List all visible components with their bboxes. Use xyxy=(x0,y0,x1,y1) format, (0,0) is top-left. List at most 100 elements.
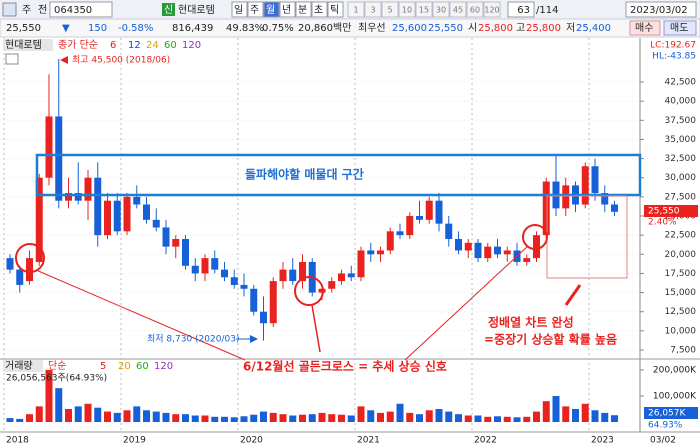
candle-body xyxy=(299,261,306,282)
candle-body xyxy=(377,250,384,255)
volume-bar xyxy=(484,416,492,422)
volume-bar xyxy=(26,414,33,422)
legend-title: 현대로템 xyxy=(5,39,42,51)
volume-bar xyxy=(416,414,423,422)
prev[interactable]: 전 xyxy=(38,4,47,16)
price: 25,550 xyxy=(6,23,41,34)
candle-body xyxy=(562,185,570,209)
interval-button[interactable] xyxy=(432,1,450,18)
volume-bar xyxy=(191,415,199,422)
period-label[interactable]: 년 xyxy=(282,4,291,16)
y-tick-label: 10,000 xyxy=(665,326,697,336)
code-input[interactable] xyxy=(49,1,113,18)
y-tick-label: 35,000 xyxy=(665,135,697,145)
current-price-bg xyxy=(644,205,698,217)
interval-label[interactable]: 15 xyxy=(419,6,429,15)
y-tick-label: 7,500 xyxy=(670,346,696,356)
pointer-line xyxy=(311,304,321,353)
x-tick-label: 2018 xyxy=(6,436,29,446)
count-input[interactable] xyxy=(507,1,535,18)
candle-body xyxy=(269,281,277,324)
count[interactable]: 63 xyxy=(517,5,530,16)
volume-bar xyxy=(591,410,599,422)
volume-bar xyxy=(601,412,609,422)
volume-bar xyxy=(455,414,462,422)
interval-button[interactable] xyxy=(364,1,382,18)
period-button[interactable] xyxy=(231,1,248,18)
current-volume: 26,057K xyxy=(648,409,686,419)
buy-button[interactable] xyxy=(629,20,661,36)
y-tick-label: 100,000K xyxy=(653,391,697,401)
candle-body xyxy=(455,238,462,251)
x-tick-label: 2022 xyxy=(474,436,497,446)
candle-body xyxy=(191,265,199,274)
period-button[interactable] xyxy=(295,1,312,18)
volume-bar xyxy=(513,417,521,422)
interval-label[interactable]: 45 xyxy=(453,6,463,15)
volume-bar xyxy=(172,414,180,422)
interval-label[interactable]: 60 xyxy=(470,6,480,15)
period-label[interactable]: 주 xyxy=(250,5,259,16)
interval-label[interactable]: 30 xyxy=(436,6,446,15)
period-button[interactable] xyxy=(279,1,296,18)
legend-period: 5 xyxy=(100,361,106,372)
candle-body xyxy=(211,258,219,270)
volume-ratio: 49.83% xyxy=(226,23,264,34)
amount: 20,860백만 xyxy=(298,22,351,34)
period-label[interactable]: 월 xyxy=(266,4,275,16)
date[interactable]: 2023/03/02 xyxy=(630,5,688,16)
arrow-head xyxy=(250,335,258,343)
sell-button[interactable] xyxy=(663,20,697,36)
interval-label[interactable]: 120 xyxy=(484,6,499,15)
arrow-head xyxy=(60,56,68,64)
candle-body xyxy=(133,196,141,205)
period-label[interactable]: 틱 xyxy=(330,4,339,16)
candle-body xyxy=(230,277,238,285)
interval-label[interactable]: 3 xyxy=(370,6,375,15)
interval-button[interactable] xyxy=(466,1,484,18)
candle-body xyxy=(474,242,482,259)
interval-label[interactable]: 1 xyxy=(353,6,358,15)
code[interactable]: 064350 xyxy=(54,5,92,16)
interval-button[interactable] xyxy=(449,1,467,18)
period-label[interactable]: 초 xyxy=(314,4,323,16)
period-button[interactable] xyxy=(247,1,264,18)
y-tick-label: 12,500 xyxy=(665,307,697,317)
cross-circle xyxy=(15,243,45,273)
low-label: 저 xyxy=(566,22,575,34)
period-button[interactable] xyxy=(311,1,328,18)
buy[interactable]: 매수 xyxy=(635,22,653,34)
lc: LC:192.67 xyxy=(650,41,696,51)
period-button[interactable] xyxy=(263,1,280,18)
interval-button[interactable] xyxy=(381,1,399,18)
legend-period: 12 xyxy=(128,40,141,51)
y-tick-label: 17,500 xyxy=(665,269,697,279)
interval-button[interactable] xyxy=(483,1,501,18)
interval-button[interactable] xyxy=(415,1,433,18)
y-tick-label: 15,000 xyxy=(665,288,697,298)
interval-button[interactable] xyxy=(398,1,416,18)
volume-bar xyxy=(396,403,404,422)
interval-button[interactable] xyxy=(347,1,365,18)
high-note: 최고 45,500 (2018/06) xyxy=(72,55,170,66)
volume-bar xyxy=(435,408,443,422)
interval-label[interactable]: 10 xyxy=(402,6,412,15)
sell[interactable]: 매도 xyxy=(670,22,688,34)
period-button[interactable] xyxy=(327,1,344,18)
cross-circle xyxy=(294,276,324,306)
candle-body xyxy=(16,269,24,285)
y-tick-label: 22,500 xyxy=(665,231,697,241)
high-label: 고 xyxy=(516,23,525,34)
x-tick-label: 2023 xyxy=(591,436,614,446)
period-label[interactable]: 일 xyxy=(234,4,243,16)
badge: 신 xyxy=(164,4,173,16)
candle-body xyxy=(162,227,170,247)
legend-bg xyxy=(3,39,53,51)
candle-body xyxy=(201,258,209,274)
period-label[interactable]: 분 xyxy=(298,4,307,16)
volume-bar xyxy=(533,411,540,422)
menu-icon[interactable] xyxy=(2,2,17,17)
date-input[interactable] xyxy=(625,1,697,18)
interval-label[interactable]: 5 xyxy=(387,6,392,15)
market[interactable]: 주 xyxy=(22,5,31,16)
